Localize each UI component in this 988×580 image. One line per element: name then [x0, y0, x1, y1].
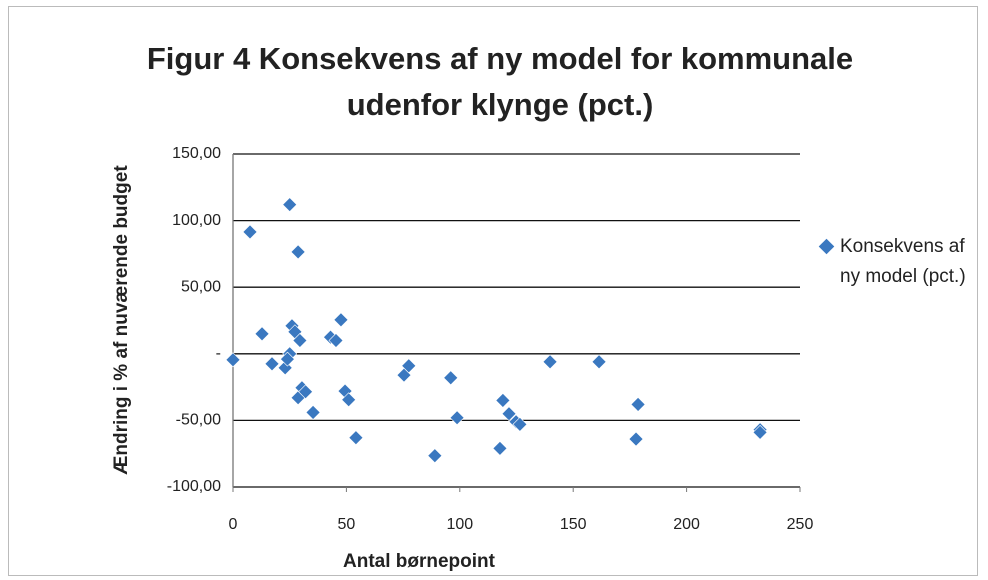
scatter-point: [225, 352, 241, 368]
x-tick-label: 150: [560, 516, 587, 533]
x-tick-label: 250: [787, 516, 814, 533]
scatter-point: [341, 392, 357, 408]
scatter-point: [630, 396, 646, 412]
scatter-point: [512, 416, 528, 432]
scatter-point: [492, 440, 508, 456]
legend: Konsekvens af ny model (pct.): [818, 232, 968, 292]
y-tick-label: -100,00: [167, 478, 221, 495]
scatter-point: [298, 384, 314, 400]
scatter-point: [290, 244, 306, 260]
legend-label: Konsekvens af ny model (pct.): [840, 236, 966, 287]
scatter-point: [591, 354, 607, 370]
frame: [8, 6, 978, 576]
scatter-point: [427, 448, 443, 464]
y-axis-label: Ændring i % af nuværende budget: [111, 165, 132, 475]
scatter-point: [752, 424, 768, 440]
scatter-point: [348, 430, 364, 446]
scatter-point: [443, 370, 459, 386]
scatter-point: [242, 224, 258, 240]
scatter-point: [501, 406, 517, 422]
scatter-point: [254, 326, 270, 342]
scatter-point: [264, 356, 280, 372]
y-tick-label: -50,00: [176, 412, 221, 429]
scatter-point: [628, 431, 644, 447]
scatter-point: [542, 354, 558, 370]
scatter-point: [328, 333, 344, 348]
scatter-point: [333, 312, 349, 328]
scatter-point: [495, 392, 511, 408]
x-tick-label: 200: [673, 516, 700, 533]
scatter-point: [282, 197, 298, 213]
y-tick-label: 100,00: [172, 212, 221, 229]
scatter-point: [292, 333, 308, 348]
scatter-point: [401, 358, 417, 374]
y-tick-label: -: [216, 345, 221, 362]
x-axis-label: Antal børnepoint: [343, 551, 496, 572]
x-tick-label: 50: [338, 516, 356, 533]
scatter-point: [280, 351, 295, 367]
y-tick-label: 150,00: [172, 145, 221, 162]
x-tick-label: 100: [446, 516, 473, 533]
scatter-point: [305, 404, 321, 420]
y-tick-label: 50,00: [181, 278, 221, 295]
x-tick-label: 0: [229, 516, 238, 533]
chart-title: Figur 4 Konsekvens af ny model for kommu…: [146, 41, 854, 122]
scatter-point: [449, 410, 465, 426]
